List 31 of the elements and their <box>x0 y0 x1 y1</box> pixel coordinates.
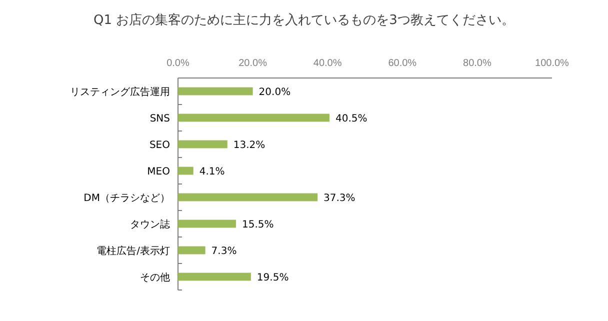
x-tick-label: 60.0% <box>388 58 417 69</box>
x-tick-label: 20.0% <box>238 58 268 69</box>
x-tick-label: 80.0% <box>463 58 492 69</box>
y-tick-label: SEO <box>149 140 170 151</box>
bar <box>178 246 206 254</box>
y-tick-label: タウン誌 <box>130 218 170 230</box>
y-tick-label: DM（チラシなど） <box>84 192 170 204</box>
bar <box>178 272 251 281</box>
data-label: 7.3% <box>211 246 237 257</box>
data-label: 13.2% <box>233 140 266 151</box>
data-label: 37.3% <box>324 192 356 204</box>
y-tick-label: リスティング広告運用 <box>70 86 170 98</box>
y-tick-label: SNS <box>150 113 170 124</box>
data-label: 4.1% <box>199 166 225 178</box>
bar <box>178 140 228 148</box>
y-tick-label: 電柱広告/表示灯 <box>96 244 170 257</box>
data-label: 15.5% <box>242 219 274 230</box>
y-tick-label: MEO <box>147 166 170 178</box>
x-tick-label: 40.0% <box>313 58 342 69</box>
data-label: 20.0% <box>258 86 291 98</box>
x-tick-label: 0.0% <box>166 58 190 69</box>
bar <box>178 87 253 96</box>
bar <box>178 220 236 228</box>
y-tick-label: その他 <box>140 271 170 284</box>
data-label: 19.5% <box>256 272 289 284</box>
bar <box>178 193 318 202</box>
chart-title: Q1 お店の集客のために主に力を入れているものを3つ教えてください。 <box>94 12 514 28</box>
bar <box>178 166 194 175</box>
data-label: 40.5% <box>335 113 368 124</box>
bar <box>178 114 330 122</box>
x-tick-label: 100.0% <box>535 58 570 69</box>
